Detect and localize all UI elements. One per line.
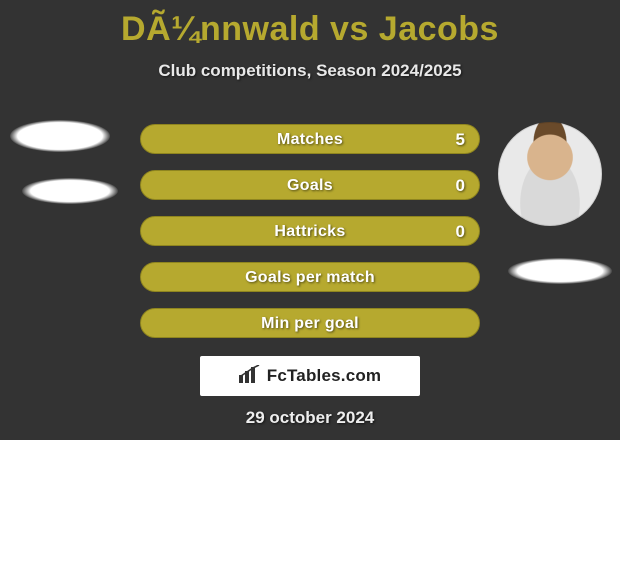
player-left-avatar-placeholder-2 [22, 178, 118, 204]
stat-label: Goals per match [141, 263, 479, 291]
stat-value-right: 5 [456, 125, 465, 153]
stats-rows: Matches 5 Goals 0 Hattricks 0 Goals per … [140, 124, 480, 354]
stat-row-goals-per-match: Goals per match [140, 262, 480, 292]
page-subtitle: Club competitions, Season 2024/2025 [0, 61, 620, 81]
stat-label: Hattricks [141, 217, 479, 245]
stat-row-matches: Matches 5 [140, 124, 480, 154]
stat-row-goals: Goals 0 [140, 170, 480, 200]
stat-label: Min per goal [141, 309, 479, 337]
stat-value-right: 0 [456, 171, 465, 199]
page-title: DÃ¼nnwald vs Jacobs [0, 0, 620, 49]
brand-badge: FcTables.com [200, 356, 420, 396]
comparison-panel: DÃ¼nnwald vs Jacobs Club competitions, S… [0, 0, 620, 440]
date-text: 29 october 2024 [0, 408, 620, 428]
stat-row-min-per-goal: Min per goal [140, 308, 480, 338]
player-left-avatar-placeholder-1 [10, 120, 110, 152]
stat-row-hattricks: Hattricks 0 [140, 216, 480, 246]
stat-label: Goals [141, 171, 479, 199]
player-right-avatar-placeholder [508, 258, 612, 284]
player-right-avatar [498, 122, 602, 226]
bar-chart-icon [239, 365, 261, 388]
brand-text: FcTables.com [267, 366, 382, 386]
stat-label: Matches [141, 125, 479, 153]
stat-value-right: 0 [456, 217, 465, 245]
